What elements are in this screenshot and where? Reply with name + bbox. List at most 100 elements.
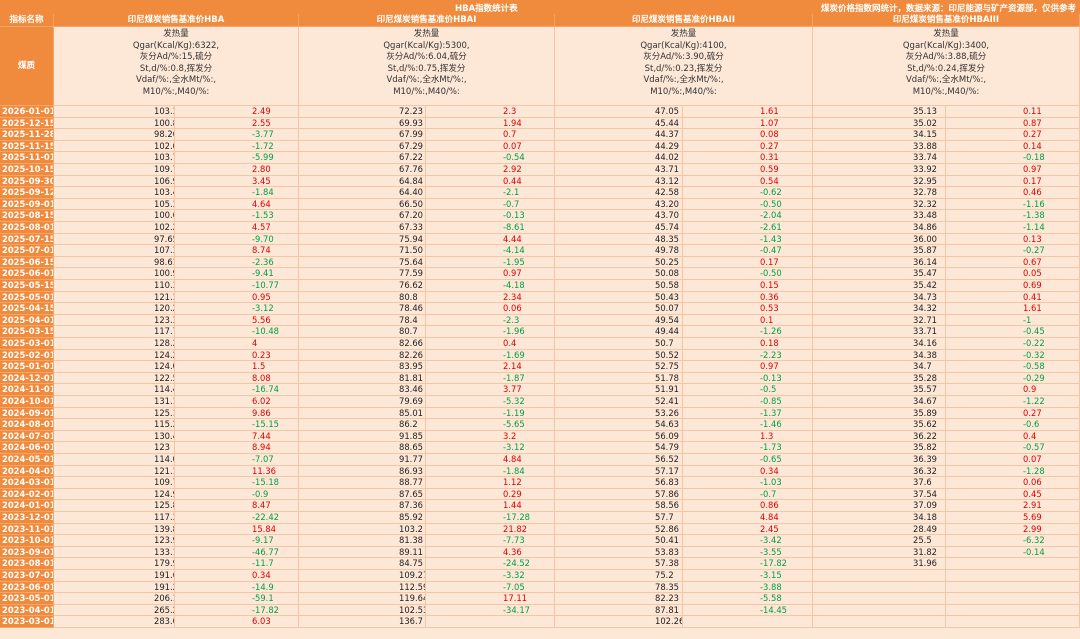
date-cell: 2025-09-01	[0, 198, 54, 211]
hba2-value-cell: 56.09	[555, 430, 683, 443]
hba2-change-cell: 2.45	[683, 523, 813, 536]
date-cell: 2025-11-28	[0, 129, 54, 141]
hba1-change-cell: -1.96	[426, 326, 555, 338]
hba1-change-cell: 3.77	[426, 384, 555, 396]
date-cell: 2025-02-01	[0, 349, 54, 362]
hba-value-cell: 115.29	[54, 419, 175, 431]
hba1-value-cell: 81.81	[299, 372, 426, 385]
hba1-change-cell: -1.19	[426, 407, 555, 420]
hba-change-cell: -1.84	[175, 187, 299, 199]
hba1-change-cell: 2.92	[426, 164, 555, 176]
hba-value-cell: 125.85	[54, 500, 175, 512]
hba3-value-cell: 33.92	[813, 164, 946, 176]
hba3-value-cell: 31.96	[813, 558, 946, 570]
hba2-change-cell: 0.17	[683, 256, 813, 269]
hba2-change-cell: 0.59	[683, 164, 813, 176]
hba2-change-cell: -1.26	[683, 326, 813, 338]
hba3-value-cell: 35.47	[813, 268, 946, 280]
hba2-value-cell: 50.58	[555, 280, 683, 292]
date-cell: 2025-04-01	[0, 314, 54, 327]
table-row: 2023-10-01123.96-9.1781.38-7.7350.41-3.4…	[0, 535, 1080, 547]
hba3-value-cell: 36.32	[813, 465, 946, 478]
hba2-value-cell: 57.17	[555, 465, 683, 478]
hba-change-cell: -10.77	[175, 280, 299, 292]
hba-value-cell: 131.17	[54, 396, 175, 408]
hba-value-cell: 103.30	[54, 106, 175, 118]
hba2-value-cell: 52.75	[555, 361, 683, 373]
hba1-change-cell: 0.44	[426, 175, 555, 188]
hba2-value-cell: 78.35	[555, 581, 683, 594]
table-row: 2025-12-15100.812.5569.931.9445.441.0735…	[0, 117, 1080, 130]
hba1-change-cell: -0.13	[426, 210, 555, 222]
hba2-value-cell: 44.29	[555, 140, 683, 153]
hba3-change-cell: -6.32	[946, 535, 1080, 547]
hba3-value-cell: 34.16	[813, 338, 946, 350]
hba1-value-cell: 72.23	[299, 106, 426, 118]
hba1-value-cell: 67.22	[299, 152, 426, 164]
hba1-value-cell: 76.62	[299, 280, 426, 292]
spec-line: Vdaf/%:,全水Mt/%:,	[905, 75, 987, 85]
spec-line: St,d/%:0.24,挥发分	[907, 63, 985, 74]
hba2-value-cell: 50.08	[555, 268, 683, 280]
hba1-value-cell: 86.93	[299, 465, 426, 478]
hba3-change-cell: 0.9	[946, 384, 1080, 396]
hba-value-cell: 121.13	[54, 465, 175, 478]
hba-change-cell: 5.56	[175, 314, 299, 327]
spec-line: 灰分Ad/%:3.88,硫分	[905, 52, 987, 62]
date-cell: 2024-12-01	[0, 372, 54, 385]
hba-change-cell: 4	[175, 338, 299, 350]
hba1-change-cell: 4.44	[426, 233, 555, 246]
hba-value-cell: 123	[54, 442, 175, 454]
date-cell: 2025-05-15	[0, 280, 54, 292]
hba3-value-cell: 37.54	[813, 488, 946, 501]
hba2-value-cell: 50.41	[555, 535, 683, 547]
hba1-value-cell: 83.46	[299, 384, 426, 396]
date-cell: 2025-12-15	[0, 117, 54, 130]
hba-value-cell: 109.74	[54, 164, 175, 176]
hba3-change-cell: 0.46	[946, 187, 1080, 199]
hba3-value-cell: 32.32	[813, 198, 946, 211]
date-cell: 2025-09-30	[0, 175, 54, 188]
hba3-change-cell: -1	[946, 314, 1080, 327]
hba3-change-cell: -0.27	[946, 245, 1080, 257]
table-row: 2024-03-01109.77-15.1888.771.1256.83-1.0…	[0, 477, 1080, 489]
hba2-value-cell: 75.2	[555, 570, 683, 582]
hba3-value-cell: 33.48	[813, 210, 946, 222]
table-row: 2024-08-01115.29-15.1586.2-5.6554.63-1.4…	[0, 419, 1080, 431]
date-cell: 2025-01-01	[0, 361, 54, 373]
hba-value-cell: 114.06	[54, 454, 175, 466]
hba1-change-cell: 0.29	[426, 488, 555, 501]
spec-hba1: 发热量 Qgar(Kcal/Kg):5300, 灰分Ad/%:6.04,硫分 S…	[299, 27, 555, 106]
hba1-change-cell: -2.3	[426, 314, 555, 327]
spec-line: St,d/%:0.8,挥发分	[139, 63, 213, 74]
hba3-change-cell: 0.45	[946, 488, 1080, 501]
spec-line: Vdaf/%:,全水Mt/%:,	[135, 75, 217, 85]
hba2-value-cell: 49.54	[555, 314, 683, 327]
hba-value-cell: 105.33	[54, 198, 175, 211]
hba-change-cell: 0.95	[175, 291, 299, 304]
table-row: 2025-11-15102.03-1.7267.290.0744.290.273…	[0, 140, 1080, 153]
table-row: 2024-11-01114.43-16.7483.463.7751.91-0.5…	[0, 384, 1080, 396]
hba2-value-cell: 49.44	[555, 326, 683, 338]
hba3-value-cell: 35.13	[813, 106, 946, 118]
hba1-change-cell: 0.4	[426, 338, 555, 350]
hba-change-cell: -11.7	[175, 558, 299, 570]
table-row: 2023-11-01139.815.84103.221.8252.862.452…	[0, 523, 1080, 536]
hba1-change-cell: -5.32	[426, 396, 555, 408]
hba3-change-cell: 0.07	[946, 454, 1080, 466]
hba3-change-cell: 0.41	[946, 291, 1080, 304]
hba3-change-cell: -0.45	[946, 326, 1080, 338]
table-row: 2025-04-15120.2-3.1278.460.0650.070.5334…	[0, 303, 1080, 315]
hba3-change-cell: -1.38	[946, 210, 1080, 222]
hba1-change-cell: -1.84	[426, 465, 555, 478]
hba-change-cell: 8.74	[175, 245, 299, 257]
column-header-row: 指标名称 印尼煤炭销售基准价HBA 印尼煤炭销售基准价HBAI 印尼煤炭销售基准…	[0, 14, 1080, 27]
hba3-change-cell	[946, 570, 1080, 582]
hba1-value-cell: 119.64	[299, 593, 426, 605]
hba3-value-cell: 33.88	[813, 140, 946, 153]
table-row: 2025-05-15110.38-10.7776.62-4.1850.580.1…	[0, 280, 1080, 292]
spec-line: 发热量	[163, 29, 189, 39]
date-cell: 2025-11-01	[0, 152, 54, 164]
hba2-value-cell: 57.38	[555, 558, 683, 570]
